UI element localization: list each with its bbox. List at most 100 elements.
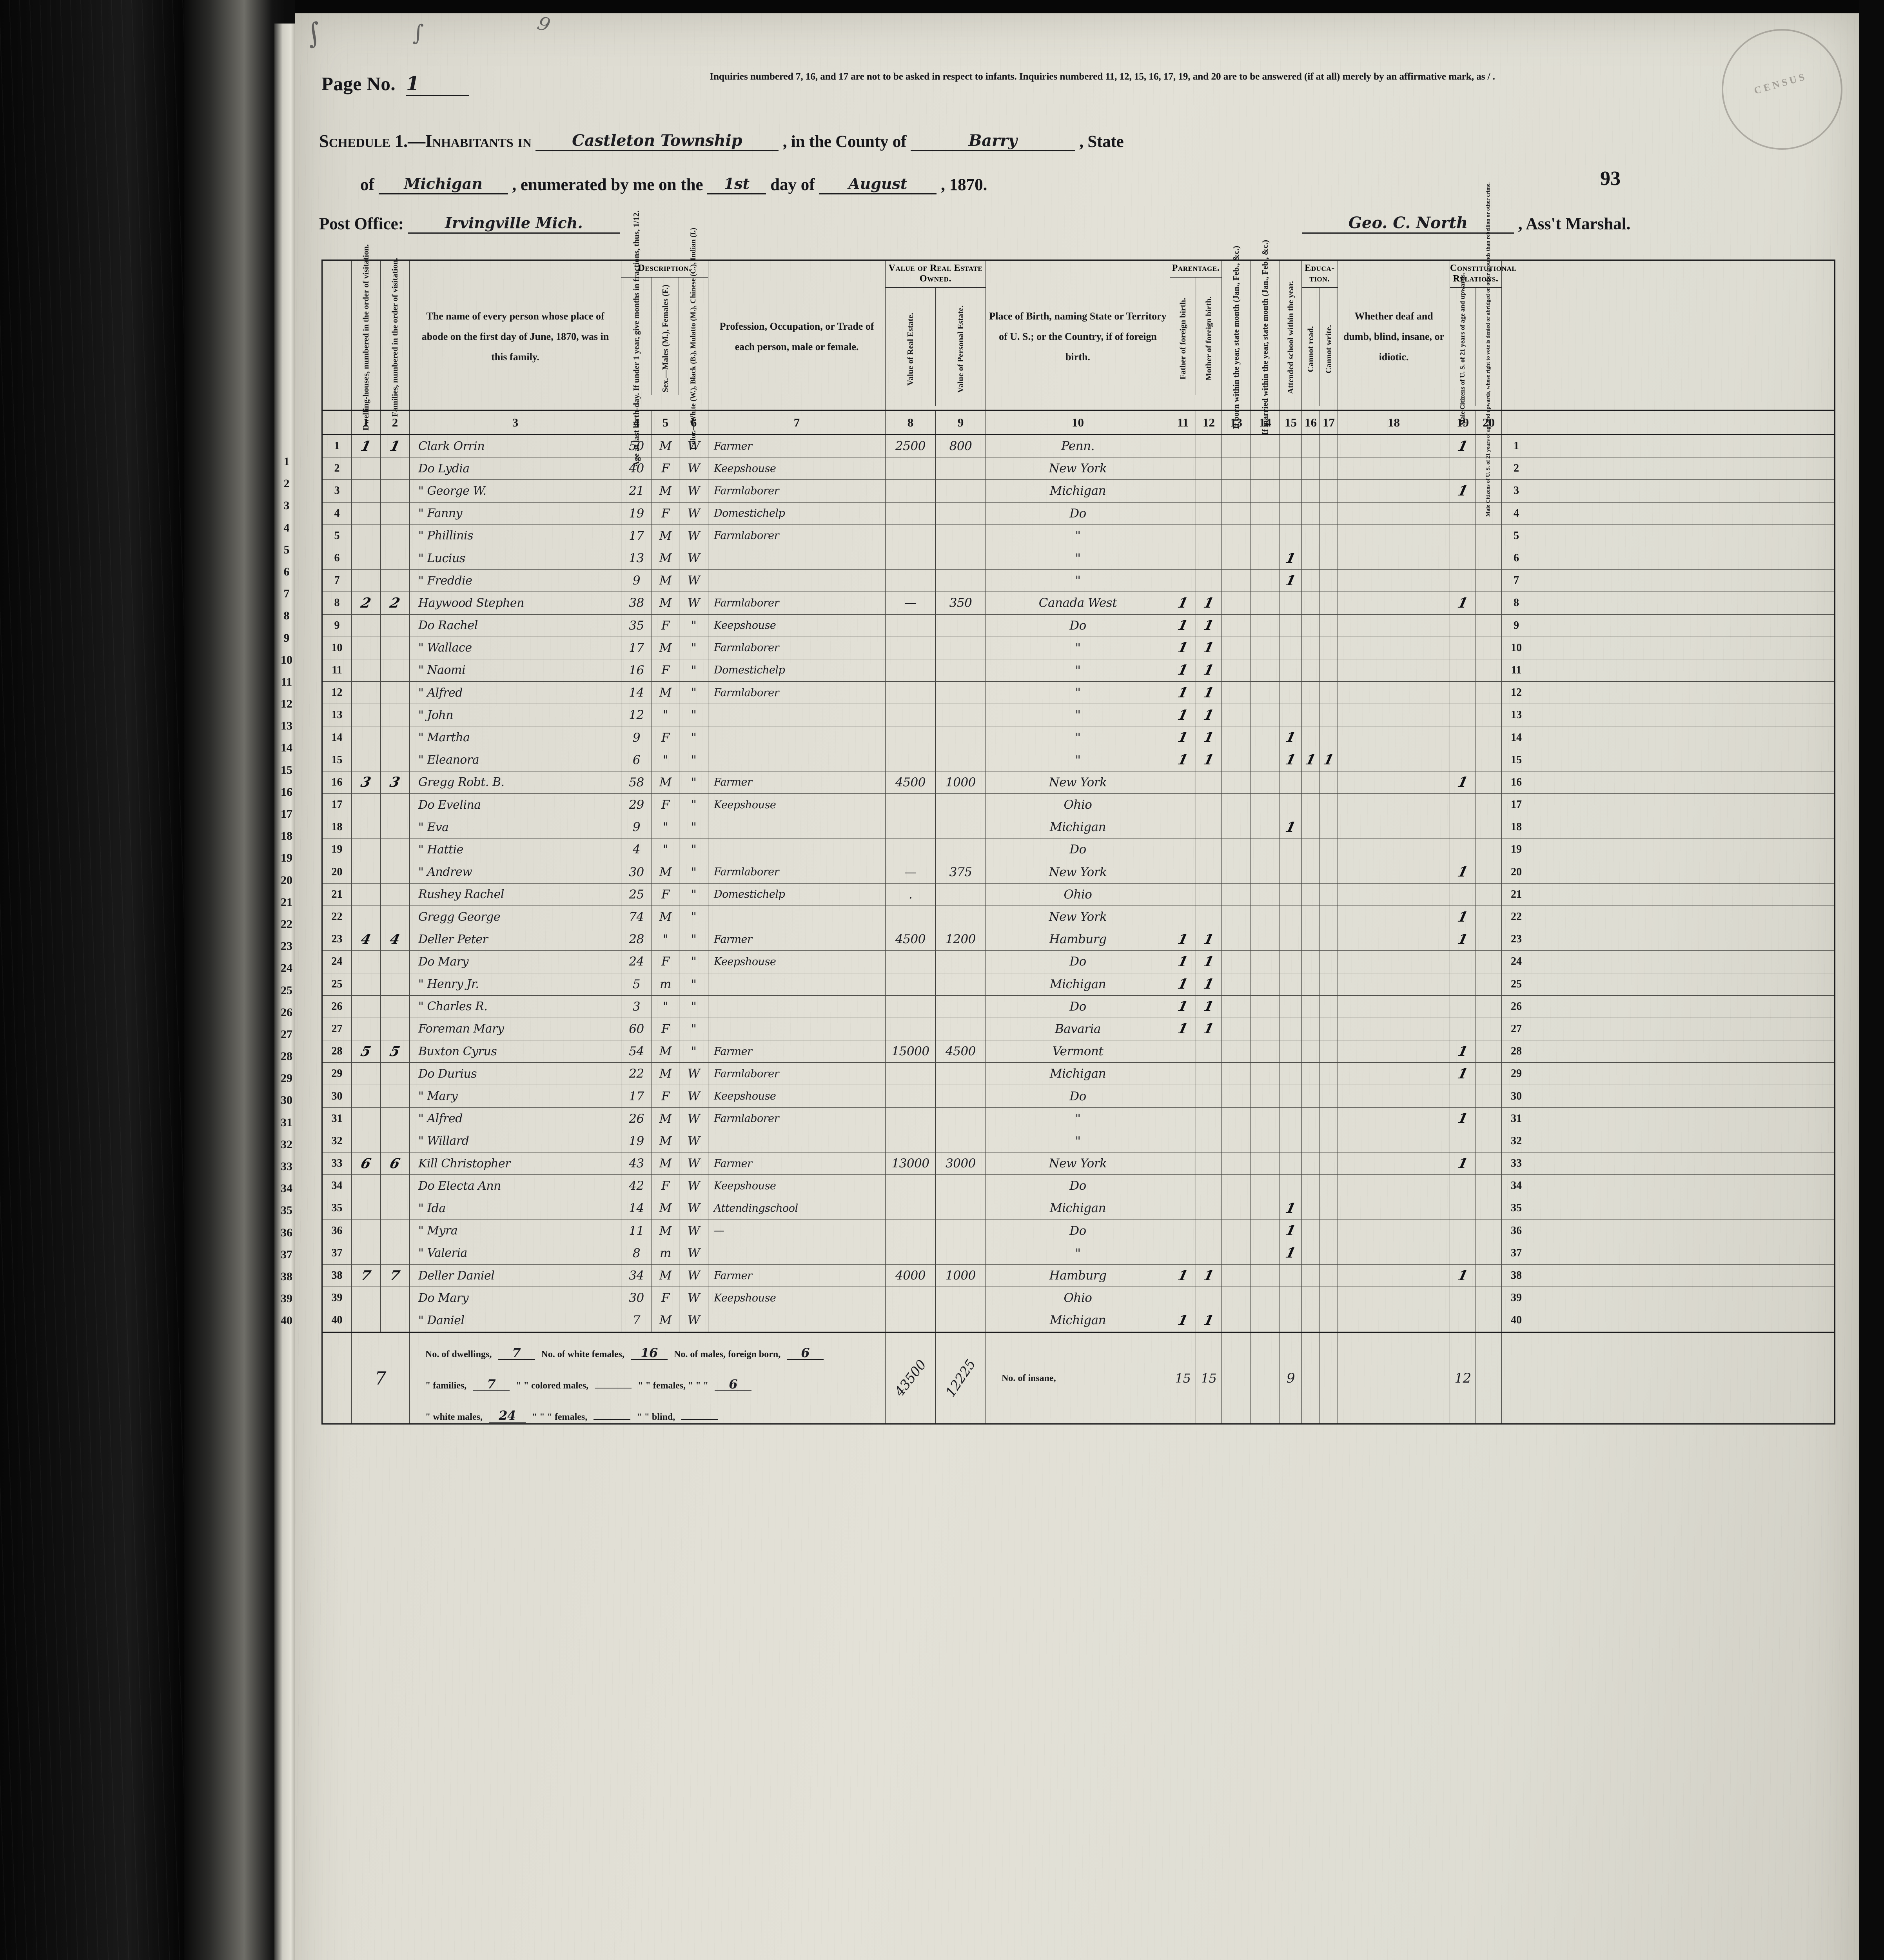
cell-occupation: Keepshouse [708, 794, 886, 816]
cell-married-in-year [1251, 614, 1280, 637]
cell-dwelling [352, 726, 381, 749]
cell-occupation: Keepshouse [708, 614, 886, 637]
cell-father-foreign: 1 [1170, 928, 1196, 951]
cell-defective [1338, 951, 1450, 973]
cell-attended-school [1280, 906, 1302, 928]
column-number-18: 18 [1338, 411, 1450, 434]
row-number-left: 33 [323, 1152, 352, 1175]
cell-father-foreign: 1 [1170, 592, 1196, 614]
cell-birthplace: Do [986, 951, 1170, 973]
cell-name: Do Durius [410, 1063, 621, 1085]
cell-married-in-year [1251, 659, 1280, 682]
table-row: 7 " Freddie 9 M W " 1 7 [323, 570, 1834, 592]
cell-cannot-write [1320, 1287, 1338, 1309]
cell-married-in-year [1251, 524, 1280, 547]
dwellings-label: No. of dwellings, [425, 1349, 492, 1359]
cell-personal-estate [936, 1197, 986, 1220]
row-number-right: 33 [1511, 1157, 1522, 1170]
cell-real-estate: — [886, 861, 936, 883]
cell-name: " Naomi [410, 659, 621, 682]
cell-dwelling [352, 883, 381, 906]
cell-mother-foreign: 1 [1196, 1264, 1222, 1287]
cell-mother-foreign [1196, 457, 1222, 480]
cell-family [381, 1287, 410, 1309]
cell-vote-denied [1476, 1152, 1502, 1175]
cell-defective [1338, 1197, 1450, 1220]
table-row: 29 Do Durius 22 M W Farmlaborer Michigan 1 29 [323, 1063, 1834, 1085]
cell-name: " George W. [410, 480, 621, 502]
cell-attended-school [1280, 1085, 1302, 1107]
cell-attended-school [1280, 995, 1302, 1018]
row-number-right: 34 [1511, 1180, 1522, 1192]
cell-born-in-year [1222, 883, 1251, 906]
cell-vote-denied [1476, 1175, 1502, 1197]
row-number-left: 34 [323, 1175, 352, 1197]
cell-name: Gregg Robt. B. [410, 771, 621, 793]
cell-personal-estate [936, 1287, 986, 1309]
cell-born-in-year [1222, 1242, 1251, 1264]
cell-married-in-year [1251, 928, 1280, 951]
cell-married-in-year [1251, 771, 1280, 793]
cell-born-in-year [1222, 704, 1251, 726]
cell-birthplace: " [986, 547, 1170, 570]
table-row: 25 " Henry Jr. 5 m " Michigan 1 1 25 [323, 973, 1834, 996]
cell-male-citizen [1450, 1085, 1476, 1107]
cell-vote-denied [1476, 570, 1502, 592]
table-row: 10 " Wallace 17 M " Farmlaborer " 1 1 10 [323, 637, 1834, 659]
cell-born-in-year [1222, 1264, 1251, 1287]
cell-cannot-read [1302, 637, 1320, 659]
cell-cannot-write [1320, 614, 1338, 637]
cell-personal-estate: 800 [936, 435, 986, 457]
cell-born-in-year [1222, 1309, 1251, 1332]
cell-real-estate [886, 794, 936, 816]
column-number-16: 16 [1302, 411, 1320, 434]
cell-father-foreign [1170, 435, 1196, 457]
table-row: 38 7 7 Deller Daniel 34 M W Farmer 4000 1000 Hambu… [323, 1264, 1834, 1287]
cell-name: " Wallace [410, 637, 621, 659]
col-header-birthplace: Place of Birth, naming State or Territor… [986, 261, 1170, 410]
cell-age: 24 [621, 951, 652, 973]
month-value: August [848, 175, 908, 192]
cell-father-foreign [1170, 1242, 1196, 1264]
cell-cannot-read [1302, 682, 1320, 704]
table-row: 40 " Daniel 7 M W Michigan 1 1 40 [323, 1309, 1834, 1332]
cell-real-estate: 4500 [886, 928, 936, 951]
table-row: 23 4 4 Deller Peter 28 " " Farmer 4500 1200 Hambur… [323, 928, 1834, 951]
cell-mother-foreign [1196, 1220, 1222, 1242]
edge-row-number: 36 [281, 1226, 292, 1239]
cell-age: 17 [621, 637, 652, 659]
day-label: day of [770, 176, 815, 194]
of-label: of [360, 176, 374, 194]
cell-mother-foreign: 1 [1196, 951, 1222, 973]
cell-cannot-read [1302, 861, 1320, 883]
col-header-birthplace-text: Place of Birth, naming State or Territor… [989, 310, 1167, 363]
cell-cannot-read [1302, 928, 1320, 951]
cell-family [381, 1309, 410, 1332]
table-row: 31 " Alfred 26 M W Farmlaborer " 1 31 [323, 1107, 1834, 1130]
enumeration-line: of Michigan , enumerated by me on the 1s… [319, 174, 987, 194]
white-males-label: " white males, [425, 1412, 483, 1422]
cell-real-estate [886, 1130, 936, 1152]
summary-line-3: " white males, 24 " " " females, " " bli… [425, 1409, 885, 1423]
row-number-right: 40 [1511, 1314, 1522, 1327]
colored-males-label: " " colored males, [516, 1380, 589, 1391]
cell-name: Do Rachel [410, 614, 621, 637]
cell-real-estate: . [886, 883, 936, 906]
cell-age: 8 [621, 1242, 652, 1264]
cell-mother-foreign [1196, 1242, 1222, 1264]
cell-father-foreign [1170, 1175, 1196, 1197]
cell-occupation [708, 704, 886, 726]
cell-attended-school [1280, 794, 1302, 816]
cell-cannot-write [1320, 592, 1338, 614]
cell-attended-school [1280, 1040, 1302, 1063]
cell-real-estate [886, 502, 936, 524]
cell-personal-estate [936, 906, 986, 928]
cell-name: " Ida [410, 1197, 621, 1220]
cell-family: 3 [381, 771, 410, 793]
cell-vote-denied [1476, 749, 1502, 771]
cell-defective [1338, 1287, 1450, 1309]
cell-mother-foreign: 1 [1196, 637, 1222, 659]
cell-name: " John [410, 704, 621, 726]
cell-mother-foreign: 1 [1196, 659, 1222, 682]
col-group-value: Value of Real Estate Owned. Value of Rea… [886, 261, 986, 410]
